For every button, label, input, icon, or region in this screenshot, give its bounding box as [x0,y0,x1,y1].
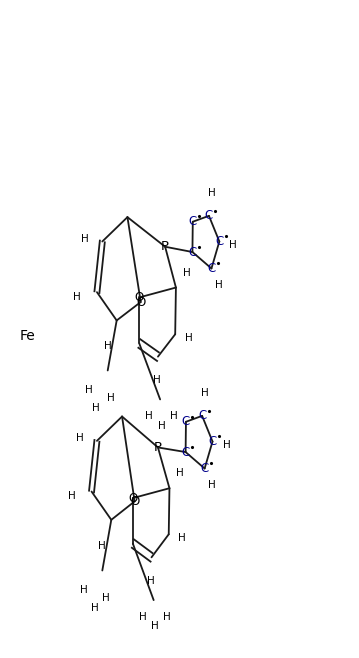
Text: H: H [85,385,93,395]
Text: P: P [154,441,162,454]
Text: H: H [208,480,216,490]
Text: C: C [201,462,209,475]
Text: C: C [208,262,215,275]
Text: H: H [229,240,237,250]
Text: H: H [81,234,89,244]
Text: H: H [153,375,161,386]
Text: H: H [151,621,159,632]
Text: Fe: Fe [20,328,36,343]
Text: H: H [163,611,171,622]
Text: H: H [215,280,223,290]
Text: H: H [102,593,110,603]
Text: H: H [208,188,216,199]
Text: H: H [90,603,98,613]
Text: H: H [80,585,88,595]
Text: O: O [128,492,137,505]
Text: H: H [145,411,153,421]
Text: C: C [189,215,197,228]
Text: C: C [215,235,223,248]
Text: H: H [107,393,115,403]
Text: H: H [139,611,146,622]
Text: H: H [223,440,230,450]
Text: H: H [170,411,178,421]
Text: H: H [98,541,106,551]
Text: H: H [92,403,100,413]
Text: P: P [161,240,169,253]
Text: H: H [201,388,209,399]
Text: H: H [183,268,191,278]
Text: H: H [76,433,84,443]
Text: O: O [135,291,144,304]
Text: H: H [73,291,81,302]
Text: O: O [136,295,145,309]
Text: C: C [182,415,190,428]
Text: O: O [130,495,139,508]
Text: H: H [185,332,192,343]
Text: C: C [205,209,213,222]
Text: H: H [147,576,155,586]
Text: C: C [182,445,190,459]
Text: C: C [209,435,216,448]
Text: H: H [158,421,165,432]
Text: C: C [188,245,196,259]
Text: H: H [178,532,186,543]
Text: C: C [198,409,206,422]
Text: H: H [104,341,112,351]
Text: H: H [68,491,76,501]
Text: H: H [176,468,183,478]
